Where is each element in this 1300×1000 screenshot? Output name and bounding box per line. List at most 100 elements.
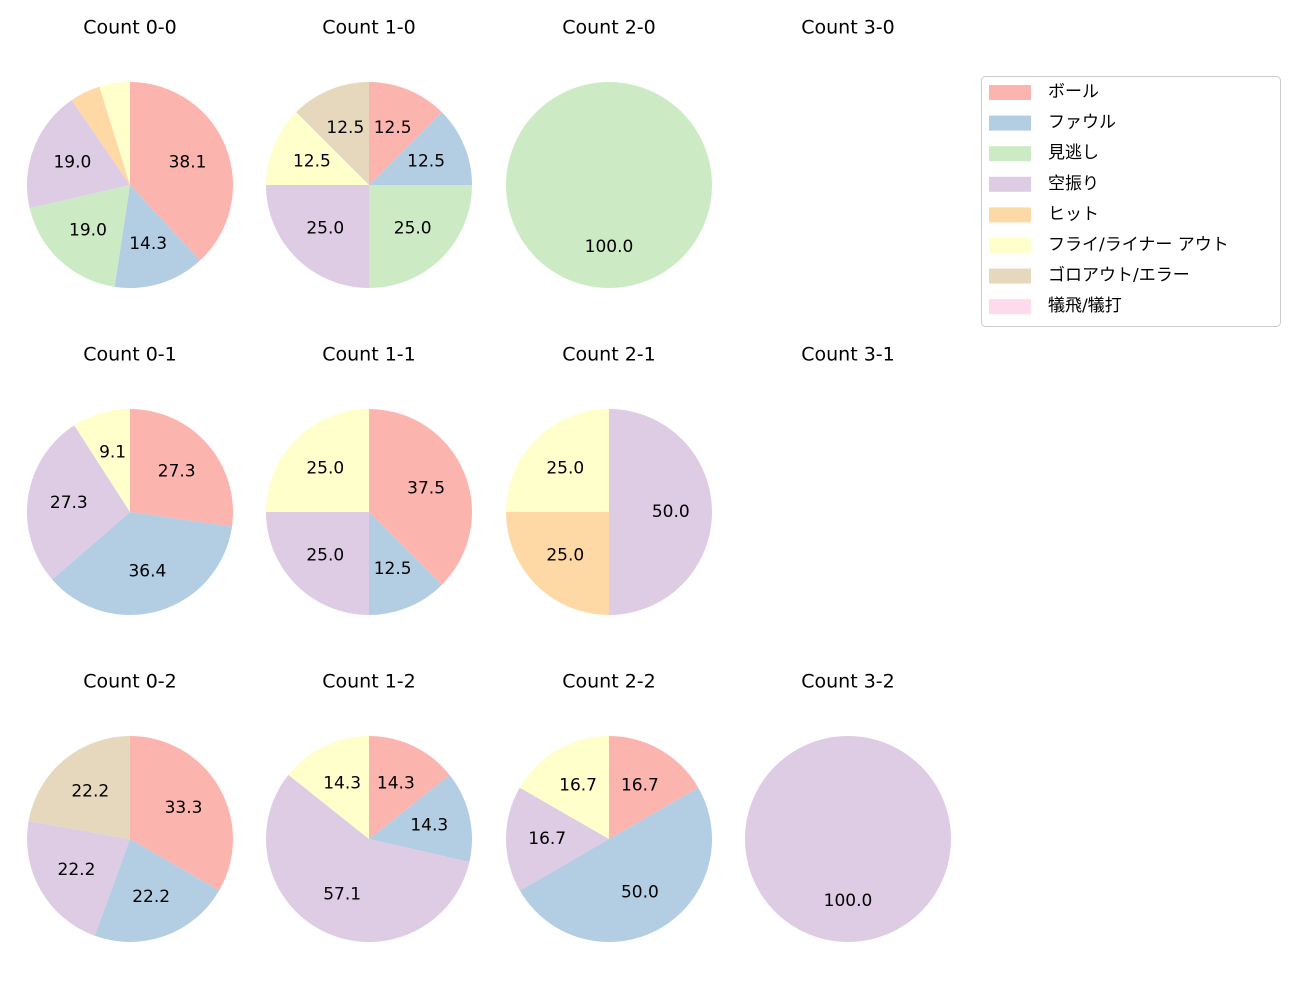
data-label: 50.0 bbox=[652, 502, 690, 522]
data-label: 12.5 bbox=[374, 118, 412, 138]
data-label: 22.2 bbox=[58, 860, 96, 880]
pie-slice bbox=[369, 112, 472, 185]
legend-label: ヒット bbox=[1048, 204, 1099, 224]
data-label: 38.1 bbox=[169, 152, 207, 172]
data-label: 16.7 bbox=[559, 775, 597, 795]
pie-slice bbox=[28, 736, 130, 839]
legend-label: ゴロアウト/エラー bbox=[1048, 265, 1190, 286]
legend-label: ファウル bbox=[1048, 113, 1116, 133]
chart-title: Count 3-2 bbox=[801, 671, 895, 693]
pie-slice bbox=[266, 512, 369, 615]
pie-slice bbox=[369, 512, 442, 615]
data-label: 12.5 bbox=[374, 559, 412, 579]
pie-slice bbox=[506, 409, 609, 512]
data-label: 100.0 bbox=[824, 891, 873, 911]
legend-box bbox=[981, 76, 1281, 327]
chart-title: Count 0-2 bbox=[83, 671, 177, 693]
legend-swatch bbox=[989, 268, 1031, 284]
pie-slice bbox=[519, 736, 609, 839]
data-label: 57.1 bbox=[323, 885, 361, 905]
pie-slice bbox=[130, 82, 234, 261]
data-label: 12.5 bbox=[326, 118, 364, 138]
pie-slice bbox=[369, 409, 472, 585]
data-label: 14.3 bbox=[410, 815, 448, 835]
pie-slice bbox=[296, 82, 369, 185]
pie-slice bbox=[74, 409, 130, 512]
legend-swatch bbox=[989, 238, 1031, 253]
pie-slice bbox=[99, 82, 130, 185]
chart-title: Count 1-2 bbox=[322, 671, 416, 693]
pie-slice bbox=[94, 839, 220, 942]
pie-slice bbox=[29, 185, 130, 287]
data-label: 14.3 bbox=[129, 234, 167, 254]
chart-title: Count 0-1 bbox=[83, 344, 177, 366]
data-label: 25.0 bbox=[546, 546, 584, 566]
chart-title: Count 0-0 bbox=[83, 17, 177, 39]
data-label: 25.0 bbox=[306, 219, 344, 239]
chart-title: Count 1-1 bbox=[322, 344, 416, 366]
chart-title: Count 3-0 bbox=[801, 17, 895, 39]
data-label: 22.2 bbox=[71, 782, 109, 802]
pie-slice bbox=[369, 774, 473, 863]
pie-slice bbox=[519, 787, 713, 943]
data-label: 27.3 bbox=[158, 462, 196, 482]
pie-slice bbox=[52, 512, 232, 616]
pie-slice bbox=[130, 736, 233, 891]
pie-slice bbox=[27, 100, 131, 209]
pie-slice bbox=[130, 409, 233, 527]
data-label: 25.0 bbox=[306, 546, 344, 566]
chart-title: Count 2-1 bbox=[562, 344, 656, 366]
chart-title: Count 1-0 bbox=[322, 17, 416, 39]
data-label: 25.0 bbox=[394, 219, 432, 239]
data-label: 37.5 bbox=[407, 478, 445, 498]
data-label: 19.0 bbox=[69, 220, 107, 240]
pie-slice bbox=[369, 82, 442, 185]
pie-slice bbox=[114, 185, 201, 288]
legend-swatch bbox=[989, 115, 1031, 131]
pie-slice bbox=[506, 82, 712, 288]
pie-slice bbox=[369, 185, 472, 288]
pie-slice bbox=[609, 736, 699, 839]
legend-swatch bbox=[989, 299, 1031, 315]
chart-title: Count 2-2 bbox=[562, 671, 656, 693]
data-label: 16.7 bbox=[528, 829, 566, 849]
pie-slice bbox=[266, 409, 369, 512]
data-label: 14.3 bbox=[323, 773, 361, 793]
data-label: 14.3 bbox=[377, 773, 415, 793]
pie-slice bbox=[27, 425, 130, 580]
chart-title: Count 2-0 bbox=[562, 17, 656, 39]
data-label: 19.0 bbox=[53, 153, 91, 173]
legend-label: フライ/ライナー アウト bbox=[1048, 235, 1229, 255]
data-label: 12.5 bbox=[293, 151, 331, 171]
data-label: 33.3 bbox=[165, 798, 203, 818]
pie-slice bbox=[266, 112, 369, 185]
pie-slice bbox=[505, 787, 609, 891]
legend-label: 見逃し bbox=[1048, 143, 1099, 163]
data-label: 22.2 bbox=[132, 887, 170, 907]
pie-slice bbox=[266, 185, 369, 288]
legend-label: 空振り bbox=[1048, 174, 1099, 194]
pie-slice bbox=[506, 512, 609, 615]
pie-slice bbox=[609, 409, 712, 615]
chart-title: Count 3-1 bbox=[801, 344, 895, 366]
data-label: 27.3 bbox=[50, 493, 88, 513]
data-label: 36.4 bbox=[128, 561, 166, 581]
data-label: 100.0 bbox=[585, 237, 634, 257]
pie-slice bbox=[71, 86, 130, 185]
pie-slice bbox=[27, 821, 130, 936]
data-label: 25.0 bbox=[306, 458, 344, 478]
data-label: 9.1 bbox=[99, 443, 126, 463]
pie-slice bbox=[745, 736, 951, 942]
pie-slice bbox=[288, 736, 369, 839]
legend-swatch bbox=[989, 85, 1031, 100]
data-label: 25.0 bbox=[546, 458, 584, 478]
data-label: 16.7 bbox=[621, 775, 659, 795]
legend-label: ボール bbox=[1048, 82, 1099, 102]
pie-slice bbox=[266, 774, 470, 942]
legend-swatch bbox=[989, 146, 1031, 162]
data-label: 50.0 bbox=[621, 883, 659, 903]
legend-swatch bbox=[989, 176, 1031, 192]
legend-swatch bbox=[989, 207, 1031, 223]
